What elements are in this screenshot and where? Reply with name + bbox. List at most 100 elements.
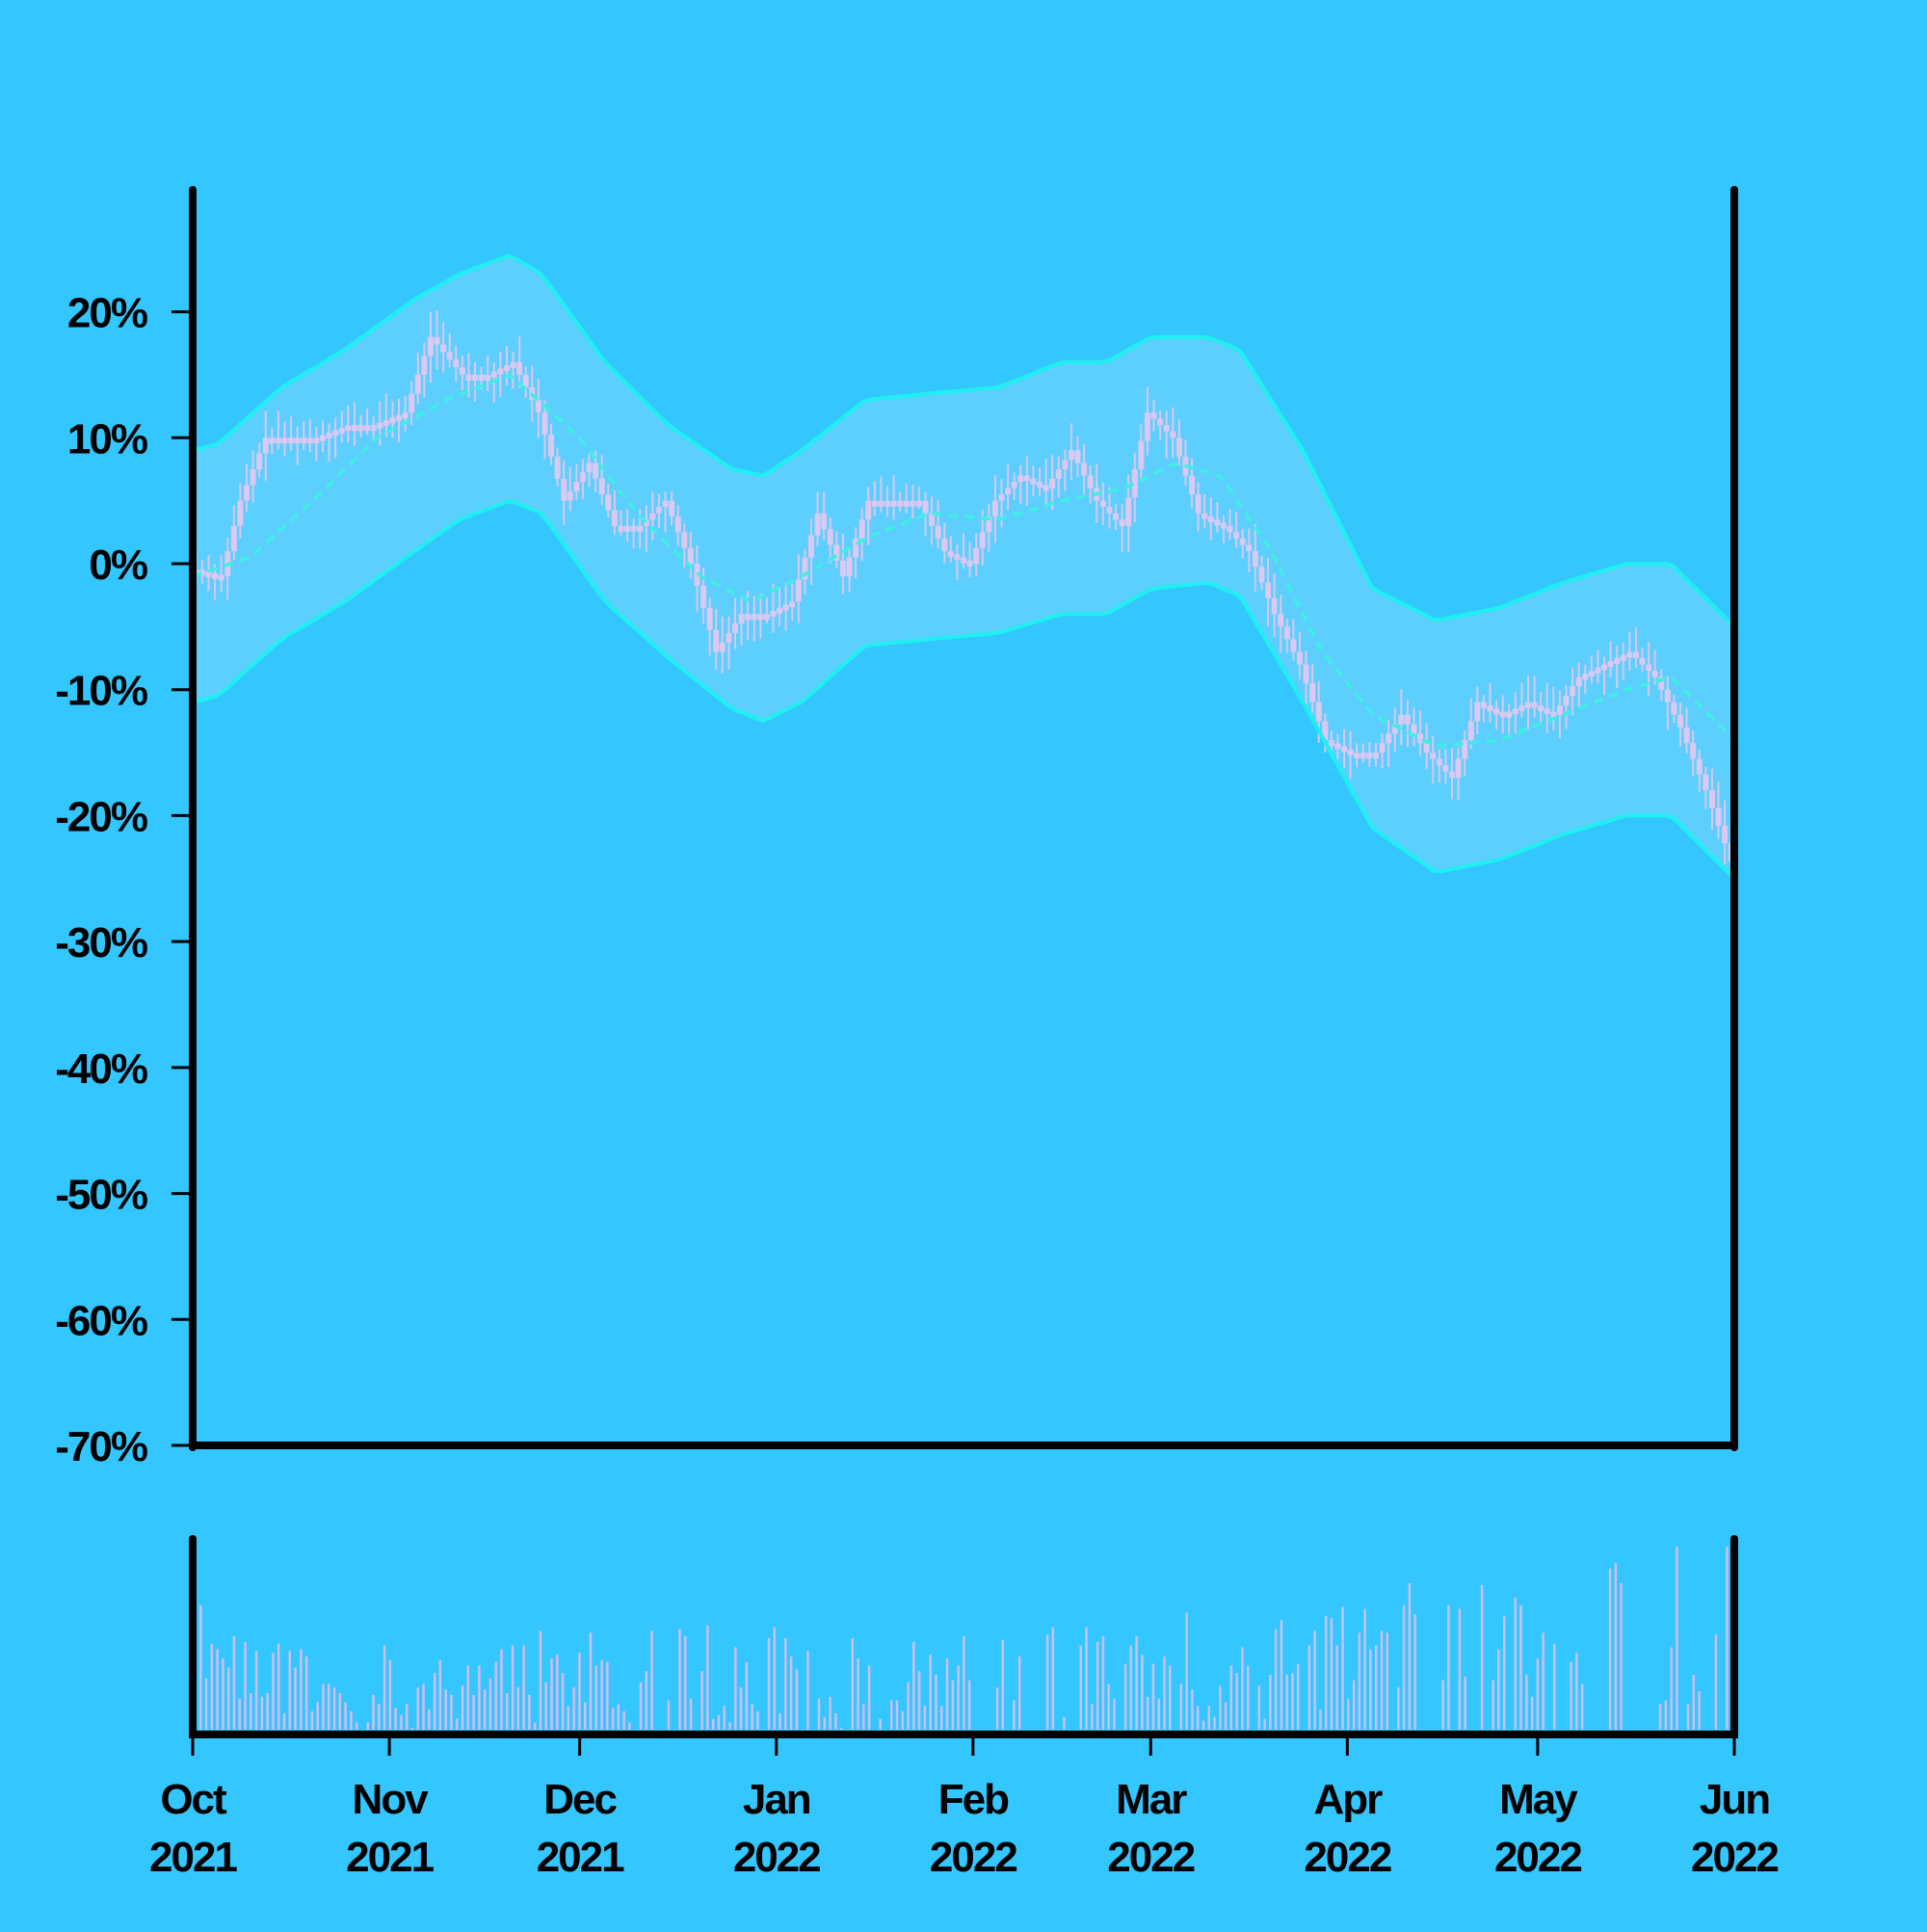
- volume-bar: [1714, 1634, 1718, 1730]
- volume-bar: [1297, 1663, 1300, 1730]
- y-tick-label: -20%: [55, 793, 147, 840]
- candle-body: [522, 374, 529, 387]
- volume-bar: [1620, 1583, 1623, 1730]
- candle-body: [1632, 651, 1639, 659]
- candle-body: [821, 513, 828, 530]
- volume-bar: [1191, 1689, 1194, 1730]
- candle-body: [846, 557, 853, 577]
- candle-body: [1487, 705, 1493, 712]
- candle-body: [1690, 743, 1697, 759]
- candle-body: [991, 500, 998, 516]
- candle-body: [961, 557, 966, 564]
- candle-body: [230, 525, 237, 551]
- volume-bar: [1001, 1639, 1005, 1730]
- candle-body: [915, 500, 922, 507]
- volume-bar: [1358, 1632, 1361, 1730]
- volume-bar: [1113, 1698, 1116, 1730]
- volume-bar: [678, 1628, 681, 1730]
- candle-body: [1087, 475, 1094, 489]
- candle-body: [973, 547, 980, 564]
- candle-body: [275, 437, 281, 444]
- candle-body: [637, 525, 644, 532]
- candle-body: [910, 500, 916, 507]
- volume-bar: [1380, 1630, 1384, 1730]
- candle-body: [434, 336, 440, 345]
- candle-body: [1081, 463, 1088, 476]
- volume-bar: [650, 1630, 653, 1730]
- candle-body: [979, 532, 986, 548]
- candle-body: [1144, 412, 1150, 441]
- candle-body: [643, 519, 649, 526]
- volume-bar: [594, 1665, 598, 1730]
- volume-bar: [717, 1714, 721, 1730]
- volume-bar: [1257, 1685, 1261, 1730]
- upper-band-line: [192, 253, 1736, 628]
- volume-bar: [1235, 1673, 1238, 1730]
- candle-body: [777, 607, 783, 614]
- candle-body: [1290, 639, 1297, 652]
- candle-body: [510, 361, 516, 368]
- candle-body: [402, 412, 409, 419]
- candle-body: [1246, 544, 1253, 551]
- volume-bar: [1241, 1647, 1244, 1730]
- volume-bar: [867, 1665, 871, 1730]
- candle-body: [573, 482, 580, 491]
- volume-bar: [488, 1678, 492, 1730]
- x-tick-label-month: Oct: [160, 1776, 227, 1823]
- candle-body: [1252, 550, 1258, 568]
- candle-body: [713, 629, 720, 652]
- volume-bar: [1091, 1704, 1094, 1730]
- volume-bar: [639, 1681, 643, 1730]
- volume-bar: [784, 1638, 787, 1730]
- candle-body: [383, 419, 389, 426]
- candle-body: [409, 393, 415, 413]
- x-tick-label-year: 2022: [733, 1834, 820, 1881]
- candle-body: [731, 623, 738, 633]
- volume-bar: [310, 1711, 314, 1730]
- volume-bar: [1374, 1645, 1378, 1730]
- candle-body: [338, 427, 345, 434]
- candle-body: [890, 500, 897, 507]
- candle-body: [1131, 468, 1138, 498]
- candle-body: [1074, 450, 1081, 463]
- candle-body: [262, 437, 269, 454]
- band-lines-group: [192, 253, 1736, 881]
- candle-body: [1570, 686, 1576, 697]
- volume-bar: [689, 1698, 693, 1730]
- candle-body: [535, 400, 541, 413]
- volume-bar: [611, 1707, 615, 1730]
- candle-body: [745, 614, 752, 621]
- candle-body: [1322, 721, 1329, 740]
- x-tick-label-month: Nov: [353, 1776, 430, 1823]
- volume-bar: [327, 1683, 330, 1730]
- volume-bar: [1580, 1683, 1584, 1730]
- candle-body: [903, 500, 910, 507]
- volume-bar: [1269, 1675, 1272, 1730]
- volume-bar: [1285, 1675, 1288, 1730]
- candle-body: [1150, 412, 1157, 419]
- candle-body: [1467, 721, 1474, 740]
- candle-body: [624, 525, 631, 532]
- candle-body: [1493, 708, 1500, 715]
- volume-bar: [1229, 1665, 1233, 1730]
- volume-bar: [622, 1711, 625, 1730]
- volume-bar: [344, 1702, 347, 1730]
- volume-bar: [400, 1714, 403, 1730]
- candle-body: [1303, 664, 1309, 684]
- volume-bar: [316, 1702, 319, 1730]
- volume-bar: [244, 1641, 247, 1730]
- candle-body: [1531, 701, 1538, 708]
- candle-body: [1175, 437, 1182, 457]
- volume-bar: [1079, 1645, 1083, 1730]
- volume-bar: [378, 1704, 381, 1730]
- volume-bar: [739, 1687, 743, 1730]
- volume-bar: [889, 1700, 893, 1730]
- volume-bar: [294, 1667, 297, 1730]
- volume-bar: [483, 1689, 487, 1730]
- volume-bar: [1169, 1665, 1172, 1730]
- candle-body: [1588, 671, 1595, 677]
- candle-body: [1563, 696, 1570, 706]
- candle-body: [1207, 516, 1214, 522]
- candle-body: [795, 579, 802, 602]
- candle-body: [1518, 705, 1525, 712]
